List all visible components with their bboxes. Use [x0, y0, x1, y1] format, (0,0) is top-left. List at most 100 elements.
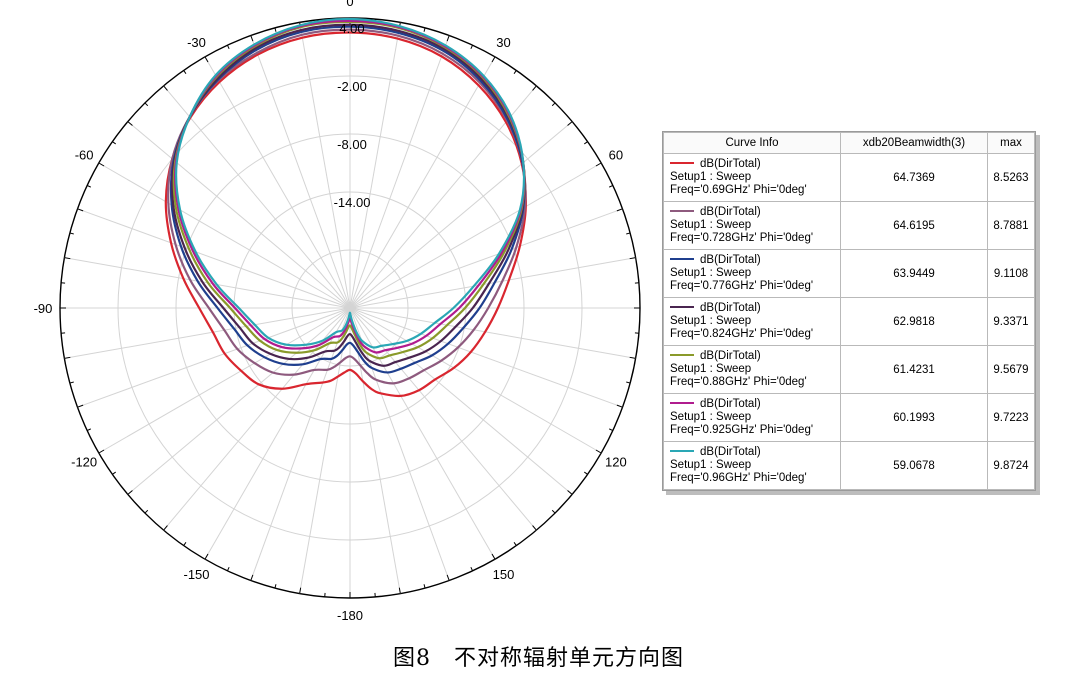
legend-series-name: dB(DirTotal) [700, 302, 761, 314]
legend-max-value: 8.5263 [987, 153, 1035, 202]
grid-spoke [349, 307, 573, 495]
ring-tick [86, 428, 92, 432]
grid-spoke [349, 307, 537, 531]
grid-spoke [349, 307, 623, 408]
ring-tick [491, 56, 496, 63]
legend-row: dB(DirTotal) Setup1 : Sweep Freq='0.69GHz'… [663, 153, 1035, 202]
ring-tick [274, 27, 277, 32]
grid-spoke [349, 307, 636, 359]
legend-curve-text: dB(DirTotal) Setup1 : Sweep Freq='0.728GHz… [664, 206, 840, 245]
series-line-2 [167, 28, 527, 385]
legend-curve-info: dB(DirTotal) Setup1 : Sweep Freq='0.824GHz… [663, 297, 841, 346]
theta-tick-label: -60 [75, 148, 94, 163]
ring-tick [144, 509, 149, 514]
legend-setup: Setup1 : Sweep [670, 411, 752, 423]
legend-series-name: dB(DirTotal) [700, 350, 761, 362]
series-line-7 [175, 17, 526, 349]
grid-spoke [349, 162, 602, 309]
legend-curve-text: dB(DirTotal) Setup1 : Sweep Freq='0.925GHz… [664, 398, 840, 437]
ring-tick [423, 584, 426, 589]
legend-series-name: dB(DirTotal) [700, 254, 761, 266]
ring-tick [532, 85, 537, 91]
legend-row: dB(DirTotal) Setup1 : Sweep Freq='0.776GHz… [663, 249, 1035, 298]
ring-tick [226, 566, 230, 572]
legend-header-curve-info: Curve Info [663, 132, 841, 154]
legend-row: dB(DirTotal) Setup1 : Sweep Freq='0.728GHz… [663, 201, 1035, 250]
grid-spoke [250, 307, 351, 581]
ring-tick [616, 208, 623, 212]
series-line-4 [171, 23, 526, 367]
theta-tick-label: 30 [496, 35, 510, 50]
ring-label: -14.00 [334, 195, 371, 210]
legend-beamwidth-value: 60.1993 [840, 393, 988, 442]
theta-tick-label: -150 [183, 567, 209, 582]
legend-row: dB(DirTotal) Setup1 : Sweep Freq='0.925GHz… [663, 393, 1035, 442]
grid-spoke [204, 56, 351, 309]
ring-tick [567, 121, 573, 126]
legend-freq: Freq='0.925GHz' Phi='0deg' [670, 424, 814, 436]
legend-freq: Freq='0.69GHz' Phi='0deg' [670, 184, 807, 196]
ring-tick [163, 85, 168, 91]
ring-tick [595, 449, 602, 454]
legend-header-max: max [987, 132, 1035, 154]
grid-spoke [349, 22, 401, 309]
grid-spoke [299, 307, 351, 594]
grid-spoke [98, 307, 351, 454]
ring-tick [69, 381, 74, 384]
ring-tick [583, 141, 588, 145]
legend-beamwidth-value: 64.6195 [840, 201, 988, 250]
legend-curve-info: dB(DirTotal) Setup1 : Sweep Freq='0.728GHz… [663, 201, 841, 250]
series-line-3 [169, 25, 526, 374]
legend-beamwidth-value: 62.9818 [840, 297, 988, 346]
legend-body: dB(DirTotal) Setup1 : Sweep Freq='0.69GHz'… [663, 153, 1035, 490]
grid-spoke [349, 121, 573, 309]
ring-tick [250, 574, 254, 581]
ring-tick [226, 44, 230, 50]
legend-setup: Setup1 : Sweep [670, 363, 752, 375]
legend-beamwidth-value: 59.0678 [840, 441, 988, 490]
theta-tick-label: -180 [337, 608, 363, 623]
legend-curve-info: dB(DirTotal) Setup1 : Sweep Freq='0.925GHz… [663, 393, 841, 442]
legend-swatch [670, 353, 694, 356]
grid-spoke [64, 307, 351, 359]
figure-caption: 图8 不对称辐射单元方向图 [393, 646, 684, 671]
legend-curve-text: dB(DirTotal) Setup1 : Sweep Freq='0.88GHz'… [664, 350, 840, 389]
ring-tick [608, 428, 614, 432]
ring-label: -2.00 [337, 79, 367, 94]
grid-spoke [163, 85, 351, 309]
ring-tick [77, 404, 84, 408]
ring-tick [513, 70, 517, 75]
ring-tick [112, 471, 117, 475]
ring-tick [551, 102, 556, 107]
ring-tick [470, 44, 474, 50]
ring-tick [144, 102, 149, 107]
legend-setup: Setup1 : Sweep [670, 315, 752, 327]
theta-tick-label: 60 [609, 148, 623, 163]
theta-tick-label: 0 [346, 0, 353, 9]
ring-tick [299, 587, 302, 594]
ring-tick [583, 471, 588, 475]
legend-swatch [670, 305, 694, 308]
ring-tick [629, 257, 636, 260]
ring-tick [127, 121, 133, 126]
theta-tick-label: 120 [605, 455, 627, 470]
legend-row: dB(DirTotal) Setup1 : Sweep Freq='0.88GHz'… [663, 345, 1035, 394]
legend-curve-info: dB(DirTotal) Setup1 : Sweep Freq='0.776GHz… [663, 249, 841, 298]
ring-tick [183, 541, 187, 546]
ring-label: -8.00 [337, 137, 367, 152]
axis-labels: 0306090120150-180-150-120-90-60-304.00-2… [34, 0, 627, 623]
legend-freq: Freq='0.728GHz' Phi='0deg' [670, 232, 814, 244]
ring-tick [163, 525, 168, 531]
ring-tick [64, 257, 71, 260]
ring-tick [491, 553, 496, 560]
legend-max-value: 9.5679 [987, 345, 1035, 394]
ring-tick [551, 509, 556, 514]
ring-tick [274, 584, 277, 589]
legend-setup: Setup1 : Sweep [670, 267, 752, 279]
ring-tick [112, 141, 117, 145]
legend-curve-text: dB(DirTotal) Setup1 : Sweep Freq='0.776GHz… [664, 254, 840, 293]
grid-spoke [349, 307, 602, 454]
theta-tick-label: -120 [71, 455, 97, 470]
legend-curve-info: dB(DirTotal) Setup1 : Sweep Freq='0.96GHz'… [663, 441, 841, 490]
grid-spoke [127, 307, 351, 495]
